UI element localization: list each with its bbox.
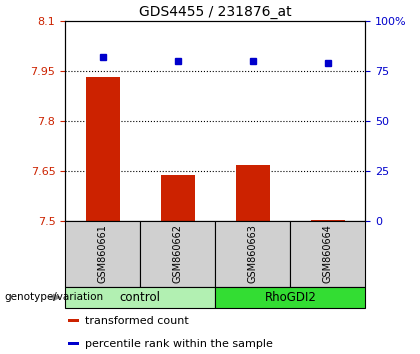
Text: GSM860663: GSM860663 [248, 224, 258, 284]
Text: RhoGDI2: RhoGDI2 [264, 291, 316, 304]
Text: GSM860662: GSM860662 [173, 224, 183, 284]
Bar [68, 343, 79, 345]
Bar [290, 221, 365, 287]
Text: GSM860661: GSM860661 [97, 224, 108, 284]
Text: genotype/variation: genotype/variation [4, 292, 103, 302]
Text: percentile rank within the sample: percentile rank within the sample [85, 339, 273, 349]
Bar [236, 165, 270, 221]
Text: control: control [120, 291, 161, 304]
Bar [215, 221, 290, 287]
Bar [140, 221, 215, 287]
Bar [65, 221, 140, 287]
Title: GDS4455 / 231876_at: GDS4455 / 231876_at [139, 5, 291, 19]
Text: transformed count: transformed count [85, 316, 189, 326]
Bar [161, 175, 194, 221]
Bar [68, 319, 79, 322]
Bar [311, 220, 345, 221]
Bar [215, 287, 365, 308]
Bar [65, 287, 215, 308]
Text: GSM860664: GSM860664 [323, 224, 333, 284]
Bar [86, 77, 120, 221]
